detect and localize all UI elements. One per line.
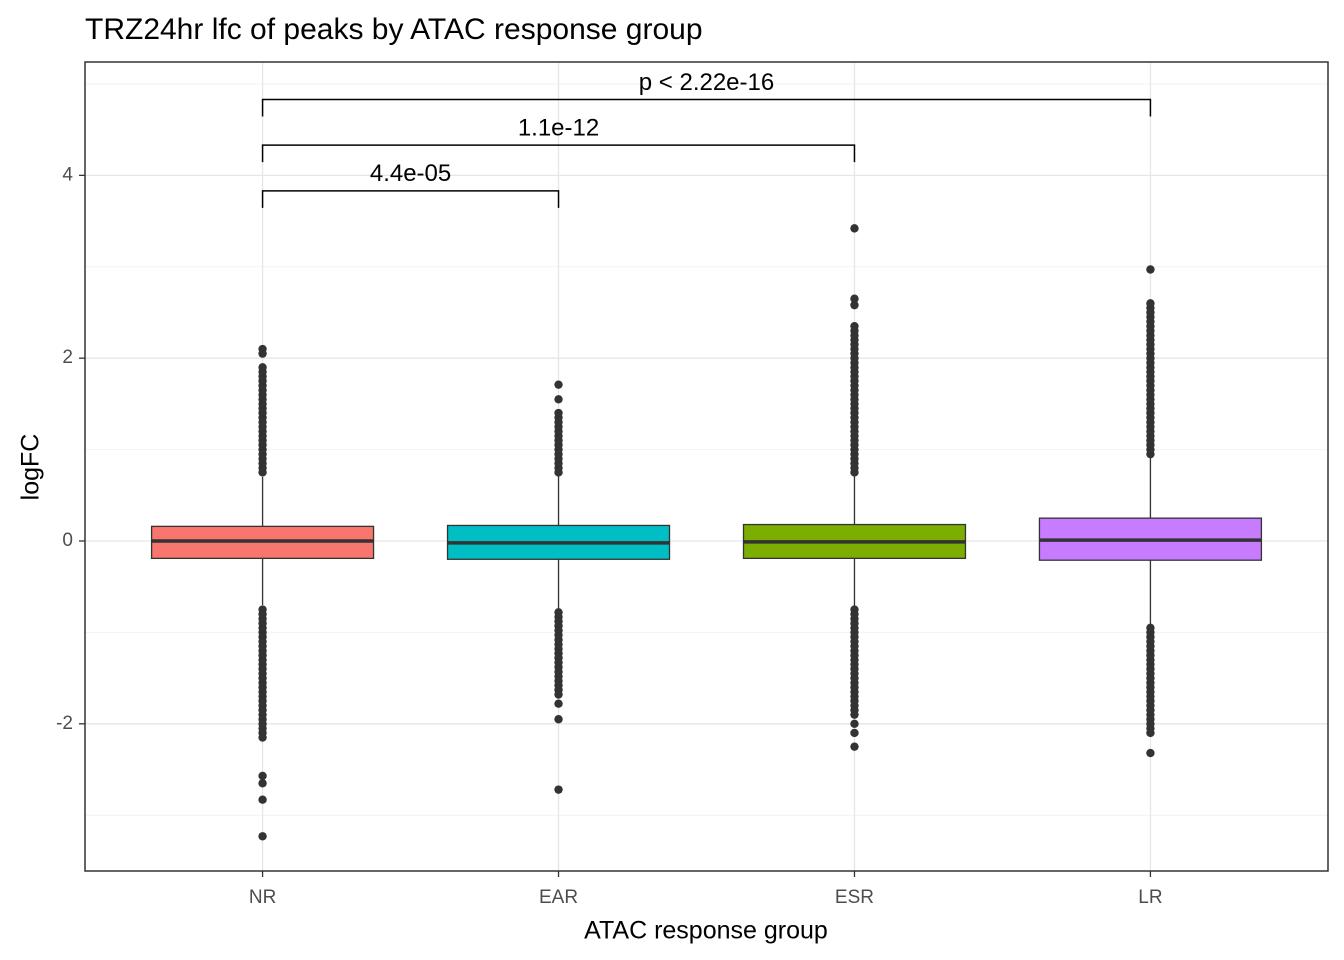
outlier: [554, 715, 563, 724]
panel-border: [84, 61, 1329, 872]
comparison-label: p < 2.22e-16: [639, 69, 774, 96]
comparison-label: 1.1e-12: [518, 115, 599, 142]
outlier: [258, 771, 267, 781]
outlier: [258, 363, 267, 372]
outlier: [554, 785, 563, 794]
outlier: [554, 690, 563, 699]
outlier: [554, 699, 563, 708]
x-tick-label: ESR: [835, 887, 874, 908]
comparison-bracket: [261, 144, 856, 163]
comparison-bracket: [261, 190, 560, 208]
outlier: [1146, 728, 1155, 738]
outlier: [850, 294, 859, 303]
outlier: [1146, 748, 1155, 758]
y-tick-label: -2: [56, 713, 73, 734]
outlier: [1146, 265, 1155, 274]
outlier: [258, 344, 267, 354]
y-tick-label: 4: [62, 164, 73, 185]
y-tick-label: 2: [62, 347, 73, 368]
outlier: [850, 321, 859, 331]
x-axis-label: ATAC response group: [584, 917, 828, 945]
outlier: [258, 733, 267, 742]
outlier: [850, 719, 859, 729]
outlier: [850, 710, 859, 719]
outlier: [554, 395, 563, 404]
outlier: [258, 832, 267, 841]
outlier: [850, 300, 859, 310]
outlier: [554, 380, 563, 389]
x-tick-label: LR: [1138, 887, 1162, 908]
outlier: [1146, 299, 1155, 308]
outlier: [554, 408, 563, 418]
x-tick-label: EAR: [539, 887, 578, 908]
y-tick-label: 0: [62, 530, 73, 551]
outlier: [258, 779, 267, 788]
chart-title: TRZ24hr lfc of peaks by ATAC response gr…: [85, 13, 703, 46]
outlier: [850, 742, 859, 751]
outlier: [850, 728, 859, 738]
comparison-bracket: [261, 98, 1152, 117]
y-axis-label: logFC: [17, 434, 45, 501]
outlier: [850, 224, 859, 233]
x-tick-label: NR: [249, 887, 276, 908]
comparison-label: 4.4e-05: [370, 160, 451, 187]
outlier: [258, 795, 267, 804]
